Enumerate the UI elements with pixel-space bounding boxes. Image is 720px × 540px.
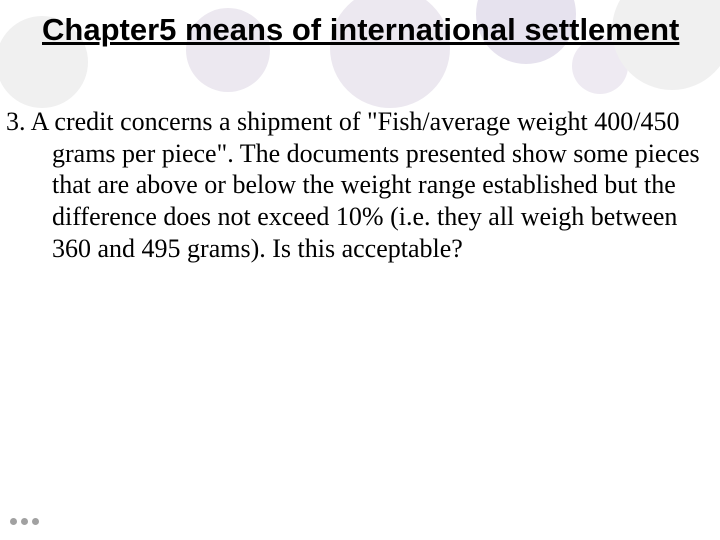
background-circles	[0, 0, 720, 540]
dot	[21, 518, 28, 525]
decorative-dots	[10, 512, 43, 530]
dot	[10, 518, 17, 525]
slide-title: Chapter5 means of international settleme…	[42, 12, 679, 48]
dot	[32, 518, 39, 525]
body-text-wrap: 3. A credit concerns a shipment of "Fish…	[6, 106, 710, 265]
question-paragraph: 3. A credit concerns a shipment of "Fish…	[6, 106, 710, 265]
